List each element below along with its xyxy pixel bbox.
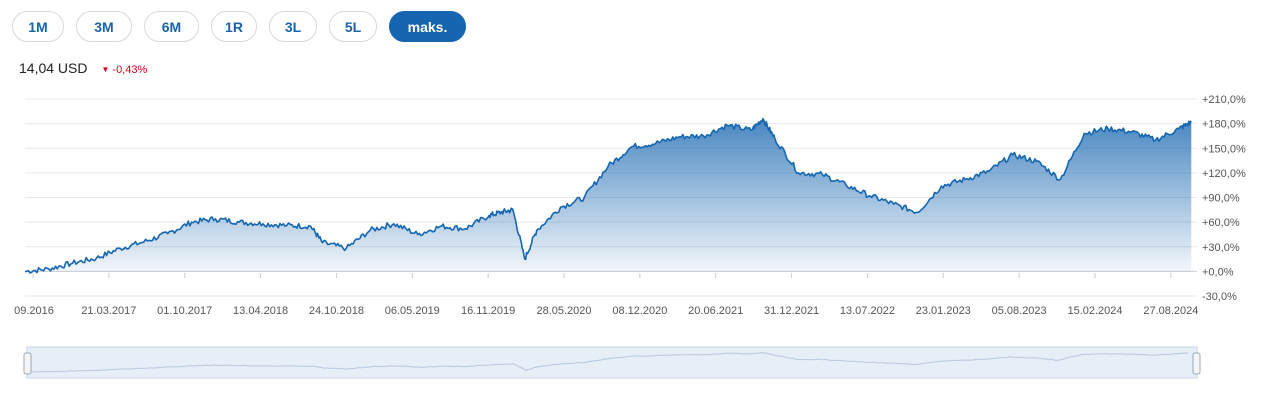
x-tick-label: 28.05.2020 [536,305,591,317]
navigator-window[interactable] [26,346,1198,379]
y-tick-label: +30,0% [1202,242,1240,254]
x-tick-label: 13.04.2018 [233,305,288,317]
x-tick-label: 13.07.2022 [840,305,895,317]
range-selector: 1M 3M 6M 1R 3L 5L maks. [12,11,466,42]
range-button-1m[interactable]: 1M [12,11,64,42]
navigator[interactable] [23,346,1201,379]
range-button-5l[interactable]: 5L [329,11,377,42]
quote-row: 14,04 USD ▼ -0,43% [19,60,147,76]
y-axis: +210,0% +180,0% +150,0% +120,0% +90,0% +60,0%… [1202,94,1246,303]
series-line [24,117,1192,274]
navigator-line [29,351,1189,373]
x-tick-label: 01.10.2017 [157,305,212,317]
x-tick-label: 20.06.2021 [688,305,743,317]
range-button-3l[interactable]: 3L [269,11,317,42]
x-tick-label: 16.11.2019 [461,305,515,317]
x-tick-label: 06.05.2019 [385,305,440,317]
navigator-handle-left[interactable] [23,352,32,375]
price-value: 14,04 USD [19,60,88,76]
x-tick-label: 21.03.2017 [81,305,136,317]
series-area [25,118,1192,274]
x-tick-label: 08.12.2020 [612,305,667,317]
x-tick-label: 09.2016 [14,305,54,317]
down-triangle-icon: ▼ [101,65,110,74]
price-change-value: -0,43% [112,64,148,76]
y-tick-label: +60,0% [1202,217,1240,229]
range-button-maks[interactable]: maks. [389,11,466,42]
y-tick-label: +180,0% [1202,119,1246,131]
x-tick-label: 27.08.2024 [1143,305,1198,317]
x-tick-label: 05.08.2023 [992,305,1047,317]
x-tick-label: 24.10.2018 [309,305,364,317]
y-tick-label: +120,0% [1202,168,1246,180]
range-button-1r[interactable]: 1R [211,11,257,42]
x-tick-label: 15.02.2024 [1067,305,1122,317]
y-tick-label: -30,0% [1202,291,1237,303]
x-axis: 09.2016 21.03.2017 01.10.2017 13.04.2018 24.… [14,273,1198,317]
price-change: ▼ -0,43% [101,64,147,76]
x-tick-label: 23.01.2023 [916,305,971,317]
x-tick-label: 31.12.2021 [764,305,819,317]
y-tick-label: +150,0% [1202,143,1246,155]
y-tick-label: +0,0% [1202,266,1234,278]
range-button-6m[interactable]: 6M [144,11,199,42]
range-button-3m[interactable]: 3M [76,11,132,42]
y-tick-label: +210,0% [1202,94,1246,106]
y-tick-label: +90,0% [1202,193,1240,205]
navigator-handle-right[interactable] [1192,352,1201,375]
